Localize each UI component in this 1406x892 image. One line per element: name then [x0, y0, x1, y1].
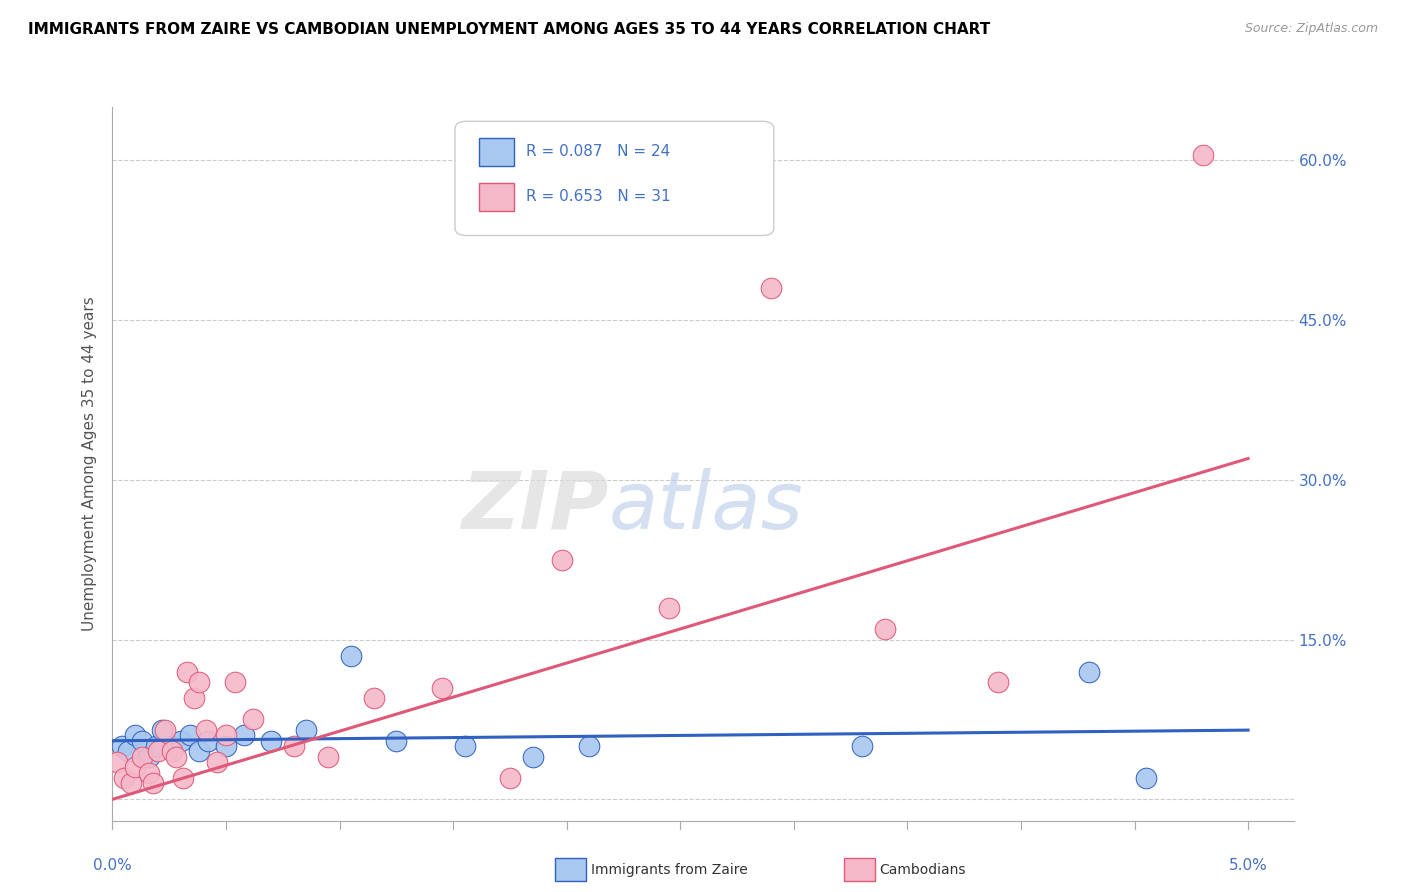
- Point: [1135, 771, 1157, 785]
- Point: [187, 675, 209, 690]
- FancyBboxPatch shape: [456, 121, 773, 235]
- Point: [1078, 665, 1101, 679]
- Point: [183, 691, 205, 706]
- Point: [260, 733, 283, 747]
- Text: 5.0%: 5.0%: [1229, 858, 1267, 873]
- Point: [131, 749, 153, 764]
- Point: [110, 739, 132, 753]
- Bar: [478, 138, 515, 166]
- Point: [131, 733, 153, 747]
- Point: [197, 733, 219, 747]
- Point: [873, 622, 896, 636]
- Point: [316, 749, 339, 764]
- Point: [187, 744, 209, 758]
- Point: [160, 744, 183, 758]
- Text: 0.0%: 0.0%: [93, 858, 132, 873]
- Point: [172, 771, 194, 785]
- Point: [340, 648, 363, 663]
- Point: [215, 739, 238, 753]
- Point: [242, 713, 264, 727]
- Point: [169, 733, 191, 747]
- Point: [138, 749, 160, 764]
- Bar: [478, 184, 515, 211]
- Point: [283, 739, 305, 753]
- Point: [176, 665, 198, 679]
- Point: [112, 771, 135, 785]
- Text: atlas: atlas: [609, 467, 803, 546]
- Point: [215, 728, 238, 742]
- Point: [194, 723, 217, 738]
- Text: IMMIGRANTS FROM ZAIRE VS CAMBODIAN UNEMPLOYMENT AMONG AGES 35 TO 44 YEARS CORREL: IMMIGRANTS FROM ZAIRE VS CAMBODIAN UNEMP…: [28, 22, 990, 37]
- Point: [499, 771, 522, 785]
- Point: [233, 728, 256, 742]
- Point: [152, 723, 174, 738]
- Text: Cambodians: Cambodians: [879, 863, 966, 877]
- Point: [363, 691, 385, 706]
- Point: [385, 733, 408, 747]
- Point: [138, 765, 160, 780]
- Point: [145, 739, 167, 753]
- Text: R = 0.087   N = 24: R = 0.087 N = 24: [526, 145, 671, 160]
- Point: [294, 723, 316, 738]
- Point: [851, 739, 873, 753]
- Point: [1191, 148, 1213, 162]
- Point: [142, 776, 165, 790]
- Point: [179, 728, 201, 742]
- Point: [759, 281, 782, 295]
- Point: [522, 749, 544, 764]
- Text: ZIP: ZIP: [461, 467, 609, 546]
- Point: [551, 552, 574, 566]
- Point: [987, 675, 1010, 690]
- Point: [658, 600, 681, 615]
- Point: [120, 776, 142, 790]
- Point: [224, 675, 246, 690]
- Y-axis label: Unemployment Among Ages 35 to 44 years: Unemployment Among Ages 35 to 44 years: [82, 296, 97, 632]
- Point: [578, 739, 600, 753]
- Text: R = 0.653   N = 31: R = 0.653 N = 31: [526, 189, 671, 204]
- Text: Source: ZipAtlas.com: Source: ZipAtlas.com: [1244, 22, 1378, 36]
- Point: [165, 749, 187, 764]
- Point: [430, 681, 453, 695]
- Point: [205, 755, 228, 769]
- Point: [105, 755, 128, 769]
- Point: [153, 723, 176, 738]
- Point: [124, 728, 146, 742]
- Point: [124, 760, 146, 774]
- Point: [160, 739, 183, 753]
- Text: Immigrants from Zaire: Immigrants from Zaire: [591, 863, 747, 877]
- Point: [146, 744, 169, 758]
- Point: [453, 739, 475, 753]
- Point: [117, 744, 139, 758]
